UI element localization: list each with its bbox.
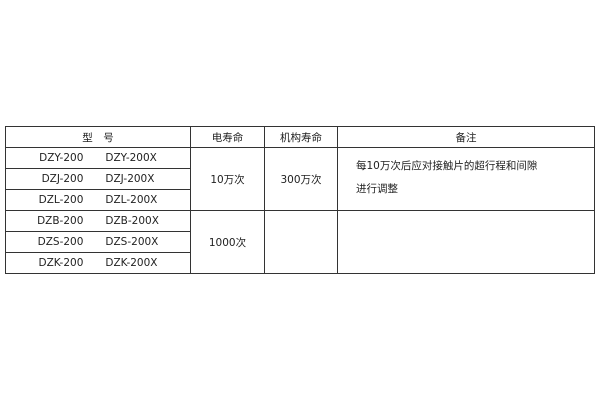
table-border-right	[594, 126, 595, 274]
table-border-top	[5, 126, 595, 127]
row-divider	[5, 252, 190, 253]
table-row: DZK-200 DZK-200X	[6, 253, 190, 273]
electrical-life-cell: 1000次	[208, 236, 247, 249]
model-x: DZS-200X	[105, 236, 159, 248]
column-divider	[190, 126, 191, 274]
column-divider	[337, 126, 338, 274]
model-x: DZK-200X	[105, 257, 158, 269]
header-electrical-life: 电寿命	[211, 131, 244, 144]
mechanical-life-cell: 300万次	[280, 173, 322, 186]
model: DZS-200	[37, 236, 84, 248]
table-border-bottom	[5, 273, 595, 274]
model: DZL-200	[38, 194, 84, 206]
table-border-left	[5, 126, 6, 274]
model-x: DZJ-200X	[105, 173, 155, 185]
table-row: DZJ-200 DZJ-200X	[6, 169, 190, 189]
header-mechanical-life: 机构寿命	[280, 131, 322, 144]
note-line: 进行调整	[356, 183, 398, 195]
note-cell	[338, 211, 594, 273]
row-divider	[5, 231, 190, 232]
model: DZJ-200	[41, 173, 84, 185]
row-divider	[5, 168, 190, 169]
model: DZB-200	[37, 215, 84, 227]
electrical-life-cell: 10万次	[210, 173, 245, 186]
mechanical-life-cell	[265, 211, 337, 273]
header-divider	[5, 147, 595, 148]
note-line: 每10万次后应对接触片的超行程和间隙	[356, 160, 538, 172]
table-row: DZY-200 DZY-200X	[6, 148, 190, 168]
header-note: 备注	[455, 131, 477, 144]
row-divider	[5, 189, 190, 190]
table-row: DZS-200 DZS-200X	[6, 232, 190, 252]
model: DZY-200	[39, 152, 84, 164]
column-divider	[264, 126, 265, 274]
header-model: 型 号	[82, 131, 114, 144]
model-x: DZB-200X	[105, 215, 159, 227]
model-x: DZL-200X	[105, 194, 158, 206]
group-divider	[5, 210, 595, 211]
model-x: DZY-200X	[105, 152, 157, 164]
table-row: DZB-200 DZB-200X	[6, 211, 190, 231]
model: DZK-200	[38, 257, 84, 269]
table-row: DZL-200 DZL-200X	[6, 190, 190, 210]
